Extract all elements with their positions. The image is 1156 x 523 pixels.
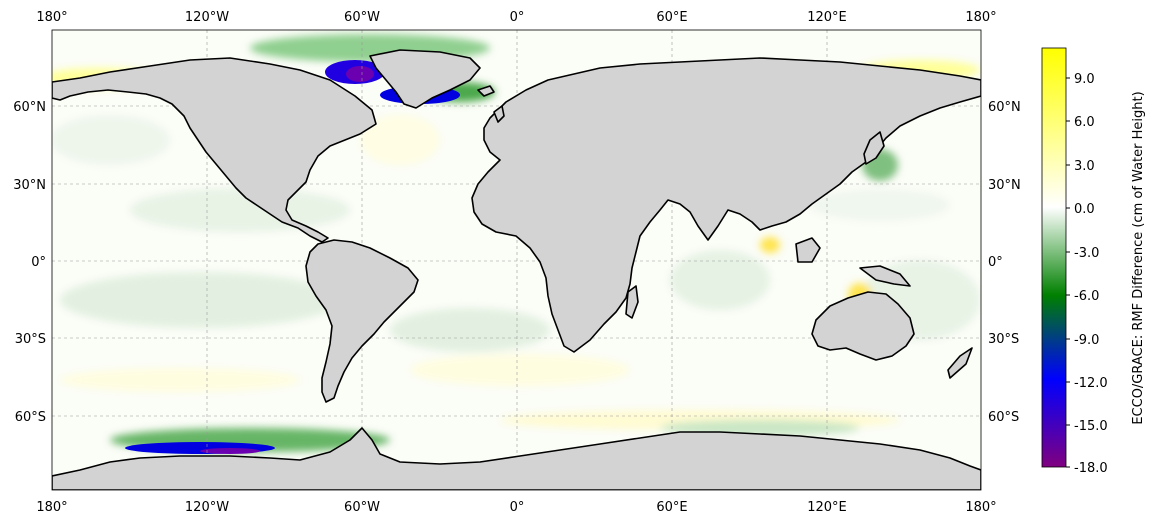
land-madagascar <box>625 285 639 319</box>
baffin-purple-core <box>346 66 374 82</box>
lat-label: 60°N <box>13 100 46 115</box>
land-iceland <box>477 85 495 97</box>
lat-label: 30°S <box>988 332 1019 347</box>
antarctic-purple-core <box>200 448 260 454</box>
lat-label: 60°S <box>988 410 1019 425</box>
lat-label: 0° <box>988 255 1003 270</box>
colorbar-tick-label: -18.0 <box>1074 461 1108 476</box>
colorbar: 9.0 6.0 3.0 0.0 -3.0 -6.0 -9.0 -12.0 -15… <box>1041 47 1146 476</box>
colorbar-title: ECCO/GRACE: RMF Difference (cm of Water … <box>1131 91 1146 424</box>
lon-label: 60°E <box>656 500 687 515</box>
lon-label: 120°E <box>807 500 847 515</box>
colorbar-tick-label: -3.0 <box>1074 246 1099 261</box>
land-greenland <box>369 49 481 109</box>
lon-label: 0° <box>510 500 525 515</box>
lon-label: 60°E <box>656 10 687 25</box>
lon-labels-top: 180° 120°W 60°W 0° 60°E 120°E 180° <box>36 10 996 25</box>
colorbar-tick-label: -15.0 <box>1074 419 1108 434</box>
land-new-zealand <box>947 347 973 379</box>
colorbar-tick-label: -6.0 <box>1074 289 1099 304</box>
lat-label: 30°N <box>988 178 1021 193</box>
land-eurasia-africa <box>471 57 981 353</box>
land-uk <box>493 105 505 123</box>
colorbar-gradient <box>1041 47 1067 468</box>
colorbar-tick-label: 6.0 <box>1074 115 1095 130</box>
lon-label: 0° <box>510 10 525 25</box>
lon-label: 120°W <box>185 10 229 25</box>
land-australia <box>811 291 915 361</box>
colorbar-tick-label: -9.0 <box>1074 333 1099 348</box>
land-japan <box>863 131 885 165</box>
lon-labels-bottom: 180° 120°W 60°W 0° 60°E 120°E 180° <box>36 500 996 515</box>
lon-label: 180° <box>965 10 996 25</box>
lon-label: 180° <box>36 500 67 515</box>
lon-label: 120°E <box>807 10 847 25</box>
colorbar-tick-label: 9.0 <box>1074 72 1095 87</box>
land-south-america <box>305 239 419 403</box>
lat-label: 60°S <box>15 410 46 425</box>
map-frame <box>51 29 982 491</box>
lon-label: 120°W <box>185 500 229 515</box>
colorbar-tick-label: -12.0 <box>1074 376 1108 391</box>
colorbar-ticks <box>1066 77 1070 468</box>
map-panel <box>52 30 981 490</box>
land-antarctica <box>52 427 981 490</box>
lat-label: 30°S <box>15 332 46 347</box>
landmasses <box>52 49 981 490</box>
lon-label: 180° <box>36 10 67 25</box>
lat-label: 30°N <box>13 178 46 193</box>
lat-label: 60°N <box>988 100 1021 115</box>
colorbar-tick-label: 3.0 <box>1074 159 1095 174</box>
lon-label: 180° <box>965 500 996 515</box>
lon-label: 60°W <box>344 10 380 25</box>
lat-label: 0° <box>31 255 46 270</box>
lon-label: 60°W <box>344 500 380 515</box>
colorbar-tick-label: 0.0 <box>1074 202 1095 217</box>
lat-labels-left: 60°N 30°N 0° 30°S 60°S <box>13 100 46 425</box>
lat-labels-right: 60°N 30°N 0° 30°S 60°S <box>988 100 1021 425</box>
land-new-guinea <box>859 265 911 287</box>
land-borneo <box>795 237 821 263</box>
land-north-america <box>52 57 377 243</box>
